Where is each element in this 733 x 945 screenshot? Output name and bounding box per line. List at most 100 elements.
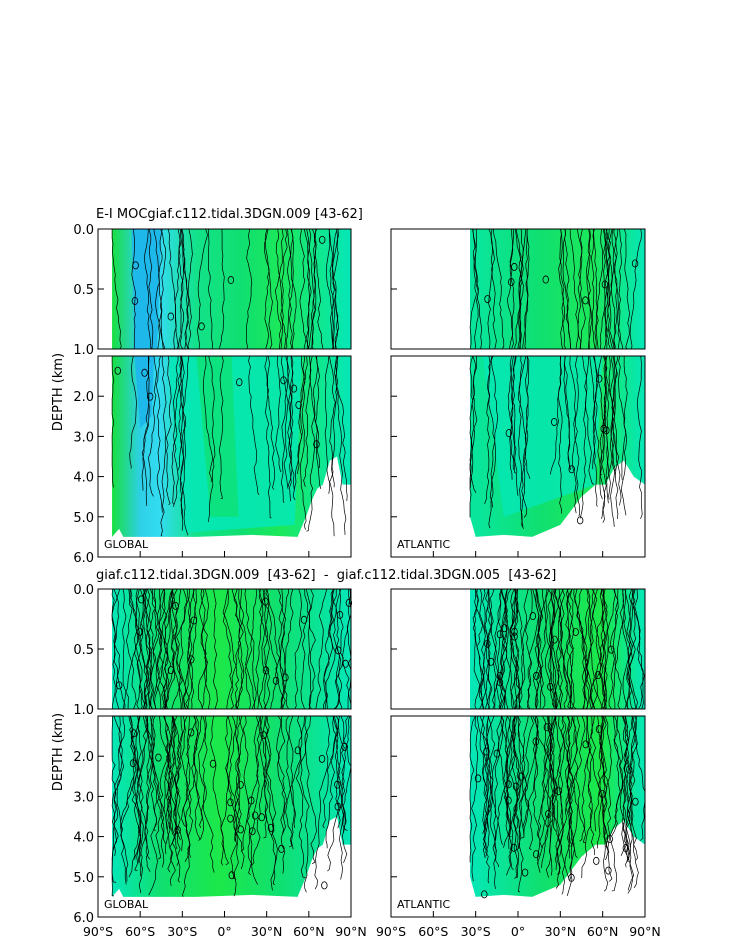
contour-line: [515, 715, 524, 878]
contour-label-zero: [294, 746, 302, 755]
contour-line: [223, 588, 234, 710]
contour-label-zero: [335, 646, 342, 655]
contour-line: [483, 715, 496, 832]
contour-line: [609, 355, 616, 527]
contour-label-zero: [336, 610, 344, 619]
contour-label-zero: [547, 682, 554, 691]
contour-line: [326, 229, 335, 350]
contour-label-zero: [474, 774, 482, 783]
contour-line: [488, 228, 497, 350]
contour-line: [634, 588, 644, 710]
contour-line: [299, 228, 309, 350]
contour-line: [333, 228, 339, 350]
contour-line: [179, 355, 186, 518]
contour-line: [617, 228, 622, 350]
contour-line: [574, 588, 588, 710]
contour-line: [533, 588, 544, 710]
contour-line: [324, 588, 336, 710]
contour-line: [255, 588, 263, 710]
contour-line: [576, 228, 586, 350]
contour-line: [537, 715, 556, 873]
contour-line: [315, 588, 328, 710]
contour-line: [564, 228, 572, 350]
contour-label-zero: [568, 465, 575, 474]
contour-line: [231, 588, 245, 710]
contour-label-zero: [608, 645, 615, 654]
contour-line: [479, 715, 491, 857]
contour-label-zero: [136, 627, 144, 636]
contour-line: [577, 228, 583, 350]
contour-line: [315, 355, 322, 489]
contour-line: [306, 228, 315, 350]
contour-label-zero: [282, 673, 289, 682]
contour-line: [595, 588, 604, 710]
x-tick-label: 0°: [511, 924, 525, 939]
contour-label-zero: [295, 400, 302, 409]
y-tick-label: 3.0: [73, 790, 94, 805]
contour-line: [549, 715, 557, 832]
contour-line: [198, 588, 208, 710]
contour-label-zero: [272, 676, 280, 685]
contour-line: [244, 588, 257, 710]
contour-line: [172, 228, 181, 350]
contour-line: [536, 589, 545, 710]
contour-line: [609, 228, 618, 350]
contour-line: [599, 588, 607, 710]
x-tick-label: 60°N: [587, 924, 619, 939]
contour-line: [582, 355, 595, 485]
contour-line: [547, 588, 557, 710]
contour-line: [625, 588, 633, 710]
contour-line: [340, 715, 352, 833]
contour-label-zero: [576, 516, 584, 525]
contour-line: [165, 355, 172, 505]
contour-line: [337, 715, 346, 880]
contour-line: [304, 588, 312, 710]
contour-line: [609, 715, 621, 892]
contour-line: [506, 228, 514, 350]
contour-line: [226, 588, 243, 710]
contour-line: [522, 228, 529, 350]
x-tick-label: 30°N: [251, 924, 283, 939]
contour-line: [622, 715, 632, 861]
contour-line: [482, 715, 490, 851]
x-tick-label: 90°N: [335, 924, 367, 939]
contour-line: [592, 355, 598, 507]
contour-line: [264, 588, 271, 710]
contour-line: [160, 355, 167, 537]
contour-label-zero: [582, 740, 589, 749]
contour-line: [558, 228, 567, 350]
contour-line: [238, 588, 255, 709]
contour-line: [162, 588, 174, 709]
contour-line: [608, 588, 619, 710]
contour-line: [620, 715, 629, 856]
contour-line: [548, 588, 558, 710]
contour-line: [636, 355, 643, 520]
contour-line: [482, 715, 503, 859]
contour-line: [576, 588, 596, 710]
contour-line: [549, 355, 563, 475]
contour-line: [566, 588, 575, 710]
contour-label-zero: [505, 429, 513, 438]
contour-label-zero: [532, 850, 540, 859]
contour-line: [230, 715, 244, 897]
contour-label-zero: [280, 376, 287, 385]
contour-line: [600, 588, 616, 710]
contour-label-zero: [594, 671, 602, 680]
contour-label-zero: [258, 813, 265, 822]
contour-line: [481, 715, 497, 854]
contour-line: [487, 588, 501, 710]
contour-line: [292, 355, 305, 501]
contour-line: [157, 588, 174, 710]
contour-line: [623, 228, 630, 350]
contour-line: [201, 588, 209, 710]
contour-line: [222, 588, 239, 710]
top-figure-title: E-I MOCgiaf.c112.tidal.3DGN.009 [43-62]: [96, 207, 363, 222]
contour-line: [604, 355, 620, 520]
contour-line: [220, 715, 237, 866]
contour-line: [280, 588, 290, 710]
contour-line: [532, 715, 540, 838]
contour-line: [149, 588, 158, 710]
contour-label-zero: [138, 595, 145, 604]
contour-label-zero: [300, 615, 308, 624]
contour-label-zero: [130, 729, 138, 738]
